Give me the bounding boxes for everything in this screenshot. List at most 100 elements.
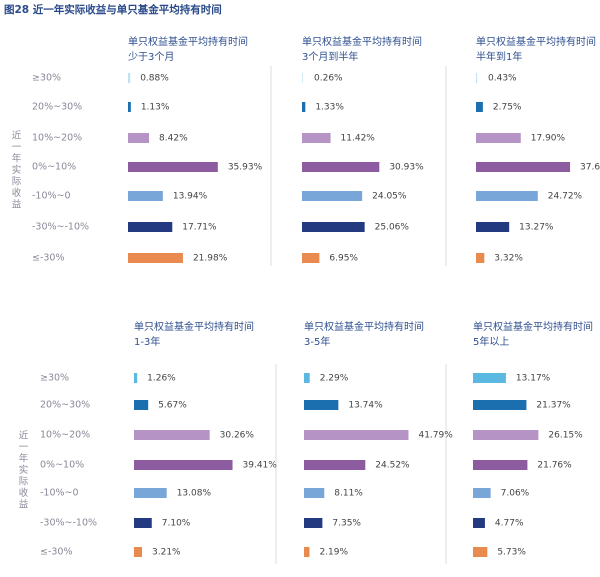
value-label: 3.21% bbox=[152, 548, 181, 558]
value-label: 30.26% bbox=[220, 431, 255, 441]
category-label: 20%~30% bbox=[40, 400, 90, 411]
panel-title: 3个月到半年 bbox=[302, 50, 358, 63]
value-label: 7.06% bbox=[501, 489, 530, 499]
bar bbox=[473, 518, 485, 528]
bar bbox=[134, 460, 233, 470]
y-axis-label: 近一年实际收益 bbox=[10, 129, 22, 210]
category-label: -30%~-10% bbox=[32, 222, 89, 233]
value-label: 2.19% bbox=[319, 548, 348, 558]
category-label: -10%~0 bbox=[40, 488, 79, 499]
bar bbox=[128, 162, 218, 172]
bar bbox=[134, 400, 149, 410]
bar bbox=[304, 488, 325, 498]
value-label: 1.26% bbox=[147, 374, 176, 384]
category-label: 20%~30% bbox=[32, 102, 82, 113]
value-label: 5.67% bbox=[158, 401, 187, 411]
value-label: 6.95% bbox=[329, 254, 358, 264]
bar bbox=[476, 191, 538, 201]
value-label: 26.15% bbox=[548, 431, 583, 441]
bar bbox=[304, 547, 310, 557]
panel-title: 单只权益基金平均持有时间 bbox=[304, 320, 424, 333]
value-label: 11.42% bbox=[341, 134, 376, 144]
bar bbox=[476, 73, 478, 83]
panel-title: 半年到1年 bbox=[476, 50, 522, 63]
bar bbox=[302, 133, 331, 143]
bar bbox=[476, 222, 510, 232]
panel-title: 少于3个月 bbox=[128, 51, 174, 63]
category-label: ≥30% bbox=[32, 73, 61, 84]
bar bbox=[302, 162, 380, 172]
bar bbox=[128, 191, 163, 201]
value-label: 2.29% bbox=[320, 374, 349, 384]
bar bbox=[304, 400, 339, 410]
y-axis-label: 近一年实际收益 bbox=[17, 429, 29, 510]
bar bbox=[134, 430, 210, 440]
bar bbox=[134, 373, 138, 383]
value-label: 0.43% bbox=[488, 74, 517, 84]
value-label: 30.93% bbox=[389, 163, 424, 173]
bar bbox=[128, 102, 131, 112]
bar bbox=[128, 73, 131, 83]
value-label: 5.73% bbox=[497, 548, 526, 558]
bar bbox=[128, 222, 173, 232]
value-label: 13.08% bbox=[177, 489, 212, 499]
bar bbox=[473, 547, 488, 557]
value-label: 17.90% bbox=[531, 134, 566, 144]
value-label: 21.37% bbox=[536, 401, 571, 411]
category-label: 0%~10% bbox=[40, 460, 84, 471]
value-label: 24.72% bbox=[548, 192, 583, 202]
value-label: 13.74% bbox=[348, 401, 383, 411]
bar bbox=[302, 191, 363, 201]
bar bbox=[473, 400, 527, 410]
value-label: 0.88% bbox=[140, 74, 169, 84]
value-label: 13.27% bbox=[519, 223, 554, 233]
value-label: 24.05% bbox=[372, 192, 407, 202]
category-label: -10%~0 bbox=[32, 191, 71, 202]
bar bbox=[304, 460, 366, 470]
bar bbox=[476, 253, 485, 263]
category-label: ≤-30% bbox=[40, 547, 73, 558]
bar bbox=[134, 518, 152, 528]
value-label: 24.52% bbox=[375, 461, 410, 471]
value-label: 2.75% bbox=[493, 103, 522, 113]
value-label: 3.32% bbox=[494, 254, 523, 264]
value-label: 1.33% bbox=[315, 103, 344, 113]
bar bbox=[304, 373, 310, 383]
bar bbox=[302, 73, 303, 83]
value-label: 8.11% bbox=[334, 489, 363, 499]
bar bbox=[304, 518, 323, 528]
panel-title: 5年以上 bbox=[473, 335, 509, 348]
bar bbox=[476, 133, 521, 143]
value-label: 39.41% bbox=[243, 461, 278, 471]
value-label: 25.06% bbox=[375, 223, 410, 233]
value-label: 1.13% bbox=[141, 103, 170, 113]
bar bbox=[302, 253, 320, 263]
bar bbox=[128, 133, 150, 143]
value-label: 4.77% bbox=[495, 519, 524, 529]
category-label: 0%~10% bbox=[32, 162, 76, 173]
bar bbox=[302, 102, 306, 112]
panel-title: 1-3年 bbox=[134, 335, 160, 348]
panel-title: 单只权益基金平均持有时间 bbox=[476, 35, 596, 48]
bar bbox=[134, 488, 167, 498]
panel-title: 单只权益基金平均持有时间 bbox=[134, 320, 254, 333]
value-label: 7.35% bbox=[332, 519, 361, 529]
bar bbox=[473, 488, 491, 498]
bar bbox=[476, 162, 571, 172]
category-label: 10%~20% bbox=[32, 133, 82, 144]
value-label: 13.94% bbox=[173, 192, 208, 202]
bar bbox=[134, 547, 143, 557]
category-label: 10%~20% bbox=[40, 430, 90, 441]
bar bbox=[473, 430, 539, 440]
value-label: 21.76% bbox=[537, 461, 572, 471]
category-label: ≥30% bbox=[40, 373, 69, 384]
category-label: ≤-30% bbox=[32, 253, 65, 264]
bar bbox=[473, 373, 506, 383]
bar bbox=[304, 430, 409, 440]
value-label: 8.42% bbox=[159, 134, 188, 144]
bar bbox=[128, 253, 183, 263]
bar bbox=[473, 460, 528, 470]
value-label: 41.79% bbox=[418, 431, 453, 441]
panel-title: 单只权益基金平均持有时间 bbox=[473, 320, 593, 333]
